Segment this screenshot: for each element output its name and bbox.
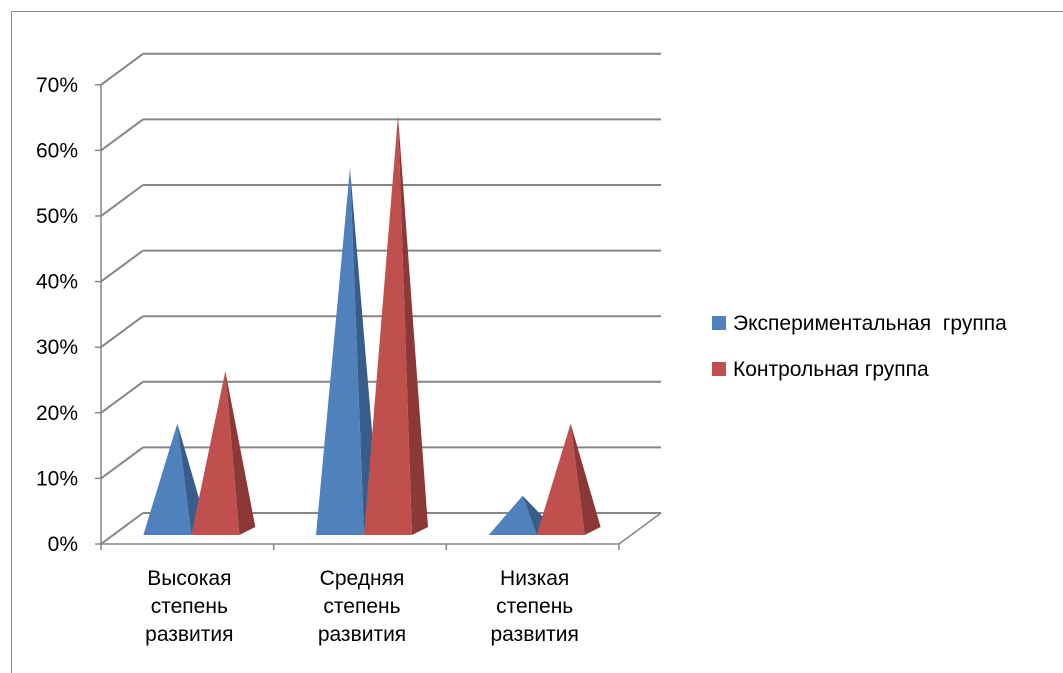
category-label-line: развития [490, 623, 578, 646]
y-tick-label: 40% [36, 271, 78, 294]
legend-label: Экспериментальная группа [733, 312, 1007, 335]
pyramid-front [143, 423, 192, 535]
category-label: Средняя степень развития [318, 567, 406, 646]
floor-edge [618, 512, 662, 545]
gridline-depth [100, 315, 144, 349]
gridline-depth [100, 118, 144, 152]
legend-label: Контрольная группа [733, 358, 929, 381]
gridline-depth [100, 184, 144, 217]
gridline-depth [100, 249, 144, 283]
pyramid-front [191, 371, 240, 535]
y-tick-label: 10% [36, 467, 78, 490]
category-label-line: степень [323, 595, 400, 618]
pyramid-front [536, 423, 585, 535]
pyramid-front [364, 115, 412, 535]
category-label-line: развития [318, 623, 406, 646]
category-label-line: Низкая [500, 567, 569, 590]
category-label-line: Средняя [320, 567, 405, 590]
chart-frame [11, 11, 1063, 673]
pyramid-front [316, 167, 364, 535]
legend: Экспериментальная группа Контрольная груп… [712, 312, 1007, 381]
axes [95, 84, 662, 550]
pyramid-front [488, 495, 537, 535]
legend-swatch [712, 362, 726, 376]
pyramid-side [225, 371, 256, 535]
category-label: Высокая степень развития [145, 567, 233, 646]
category-label-line: степень [151, 595, 228, 618]
legend-swatch [712, 316, 726, 330]
pyramid-side [398, 115, 428, 535]
gridline-depth [100, 446, 144, 480]
category-label-line: Высокая [147, 567, 231, 590]
y-tick-label: 30% [36, 336, 78, 359]
category-label: Низкая степень развития [490, 567, 578, 646]
pyramid-side [570, 423, 601, 535]
category-label-line: развития [145, 623, 233, 646]
gridline-depth [100, 512, 144, 545]
y-tick-label: 70% [36, 74, 78, 97]
gridline-depth [100, 52, 144, 86]
labels: 0% 10% 20% 30% 40% 50% 60% 70% Высокая степень раз… [36, 74, 579, 646]
pyramids [143, 115, 601, 535]
y-tick-label: 0% [48, 533, 78, 556]
y-tick-label: 60% [36, 139, 78, 162]
y-tick-label: 20% [36, 402, 78, 425]
y-tick-label: 50% [36, 205, 78, 228]
category-label-line: степень [496, 595, 573, 618]
gridline-depth [100, 380, 144, 414]
